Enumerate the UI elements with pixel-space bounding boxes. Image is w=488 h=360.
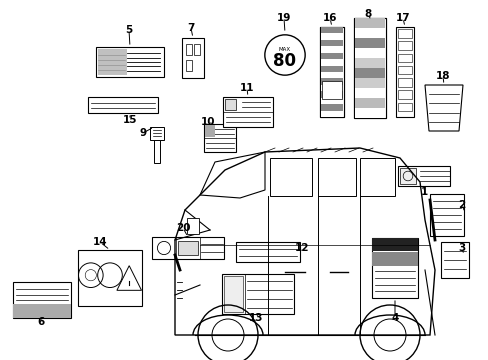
Bar xyxy=(354,38,384,48)
Bar xyxy=(13,303,71,318)
Bar xyxy=(320,33,342,40)
Bar xyxy=(223,97,272,127)
Bar xyxy=(154,140,160,163)
Bar xyxy=(354,68,384,78)
Bar xyxy=(397,166,449,186)
Bar xyxy=(354,88,384,98)
Text: 17: 17 xyxy=(395,13,409,23)
Bar xyxy=(88,97,158,113)
Bar xyxy=(371,252,417,266)
Bar xyxy=(320,98,342,104)
Bar xyxy=(320,111,342,117)
Text: 3: 3 xyxy=(457,243,465,253)
Text: 2: 2 xyxy=(457,200,465,210)
Bar xyxy=(96,47,163,77)
Bar xyxy=(224,276,243,312)
Bar xyxy=(203,124,236,152)
Bar xyxy=(320,104,342,111)
Bar xyxy=(319,27,343,117)
Polygon shape xyxy=(424,85,462,131)
Bar xyxy=(319,27,343,117)
Bar xyxy=(353,18,385,118)
Text: 7: 7 xyxy=(187,23,194,33)
Bar xyxy=(185,60,192,71)
Text: 14: 14 xyxy=(93,237,107,247)
Bar xyxy=(371,238,417,251)
Bar xyxy=(194,44,200,55)
Text: 9: 9 xyxy=(139,128,146,138)
Text: 6: 6 xyxy=(37,317,44,327)
Bar xyxy=(354,48,384,58)
Bar xyxy=(236,242,299,262)
Bar xyxy=(429,194,463,236)
Bar xyxy=(186,218,199,234)
Bar xyxy=(152,237,224,259)
Bar xyxy=(397,41,411,50)
Bar xyxy=(178,242,198,255)
Bar xyxy=(222,274,293,314)
Bar xyxy=(317,158,355,196)
Text: 80: 80 xyxy=(273,52,296,70)
Bar xyxy=(359,158,394,196)
Bar xyxy=(354,98,384,108)
Bar xyxy=(224,99,236,110)
Text: 16: 16 xyxy=(322,13,337,23)
Bar xyxy=(320,59,342,66)
Bar xyxy=(320,85,342,91)
Bar xyxy=(204,125,214,137)
Text: 10: 10 xyxy=(201,117,215,127)
Bar xyxy=(320,27,342,33)
Bar xyxy=(354,18,384,28)
Bar xyxy=(397,66,411,75)
Bar xyxy=(321,81,341,99)
Bar xyxy=(397,29,411,37)
Bar xyxy=(320,53,342,59)
Bar xyxy=(320,91,342,98)
Bar xyxy=(397,103,411,111)
Bar xyxy=(354,58,384,68)
Bar xyxy=(185,44,192,55)
Bar xyxy=(399,168,415,184)
Text: 5: 5 xyxy=(125,25,132,35)
Text: 11: 11 xyxy=(239,83,254,93)
Text: 4: 4 xyxy=(390,313,398,323)
Bar xyxy=(440,242,468,278)
Bar xyxy=(269,158,311,196)
Bar xyxy=(397,90,411,99)
Text: 19: 19 xyxy=(276,13,290,23)
Bar xyxy=(397,78,411,87)
Bar xyxy=(13,282,71,318)
Bar xyxy=(320,40,342,46)
Bar xyxy=(397,54,411,62)
Bar xyxy=(182,38,203,78)
Text: MAX: MAX xyxy=(278,48,290,53)
Bar xyxy=(354,28,384,38)
Bar xyxy=(371,238,417,298)
Text: 12: 12 xyxy=(294,243,308,253)
Bar xyxy=(354,108,384,118)
Bar xyxy=(320,46,342,53)
Text: 8: 8 xyxy=(364,9,371,19)
Bar xyxy=(354,78,384,88)
Text: 1: 1 xyxy=(420,187,427,197)
Text: 20: 20 xyxy=(175,223,190,233)
Text: 15: 15 xyxy=(122,115,137,125)
Bar xyxy=(78,250,142,306)
Text: 13: 13 xyxy=(248,313,263,323)
Bar xyxy=(320,72,342,78)
Bar xyxy=(320,78,342,85)
Bar xyxy=(150,127,163,140)
Bar xyxy=(320,66,342,72)
Bar xyxy=(395,27,413,117)
Bar xyxy=(353,18,385,118)
Text: 18: 18 xyxy=(435,71,449,81)
Bar xyxy=(98,49,126,75)
